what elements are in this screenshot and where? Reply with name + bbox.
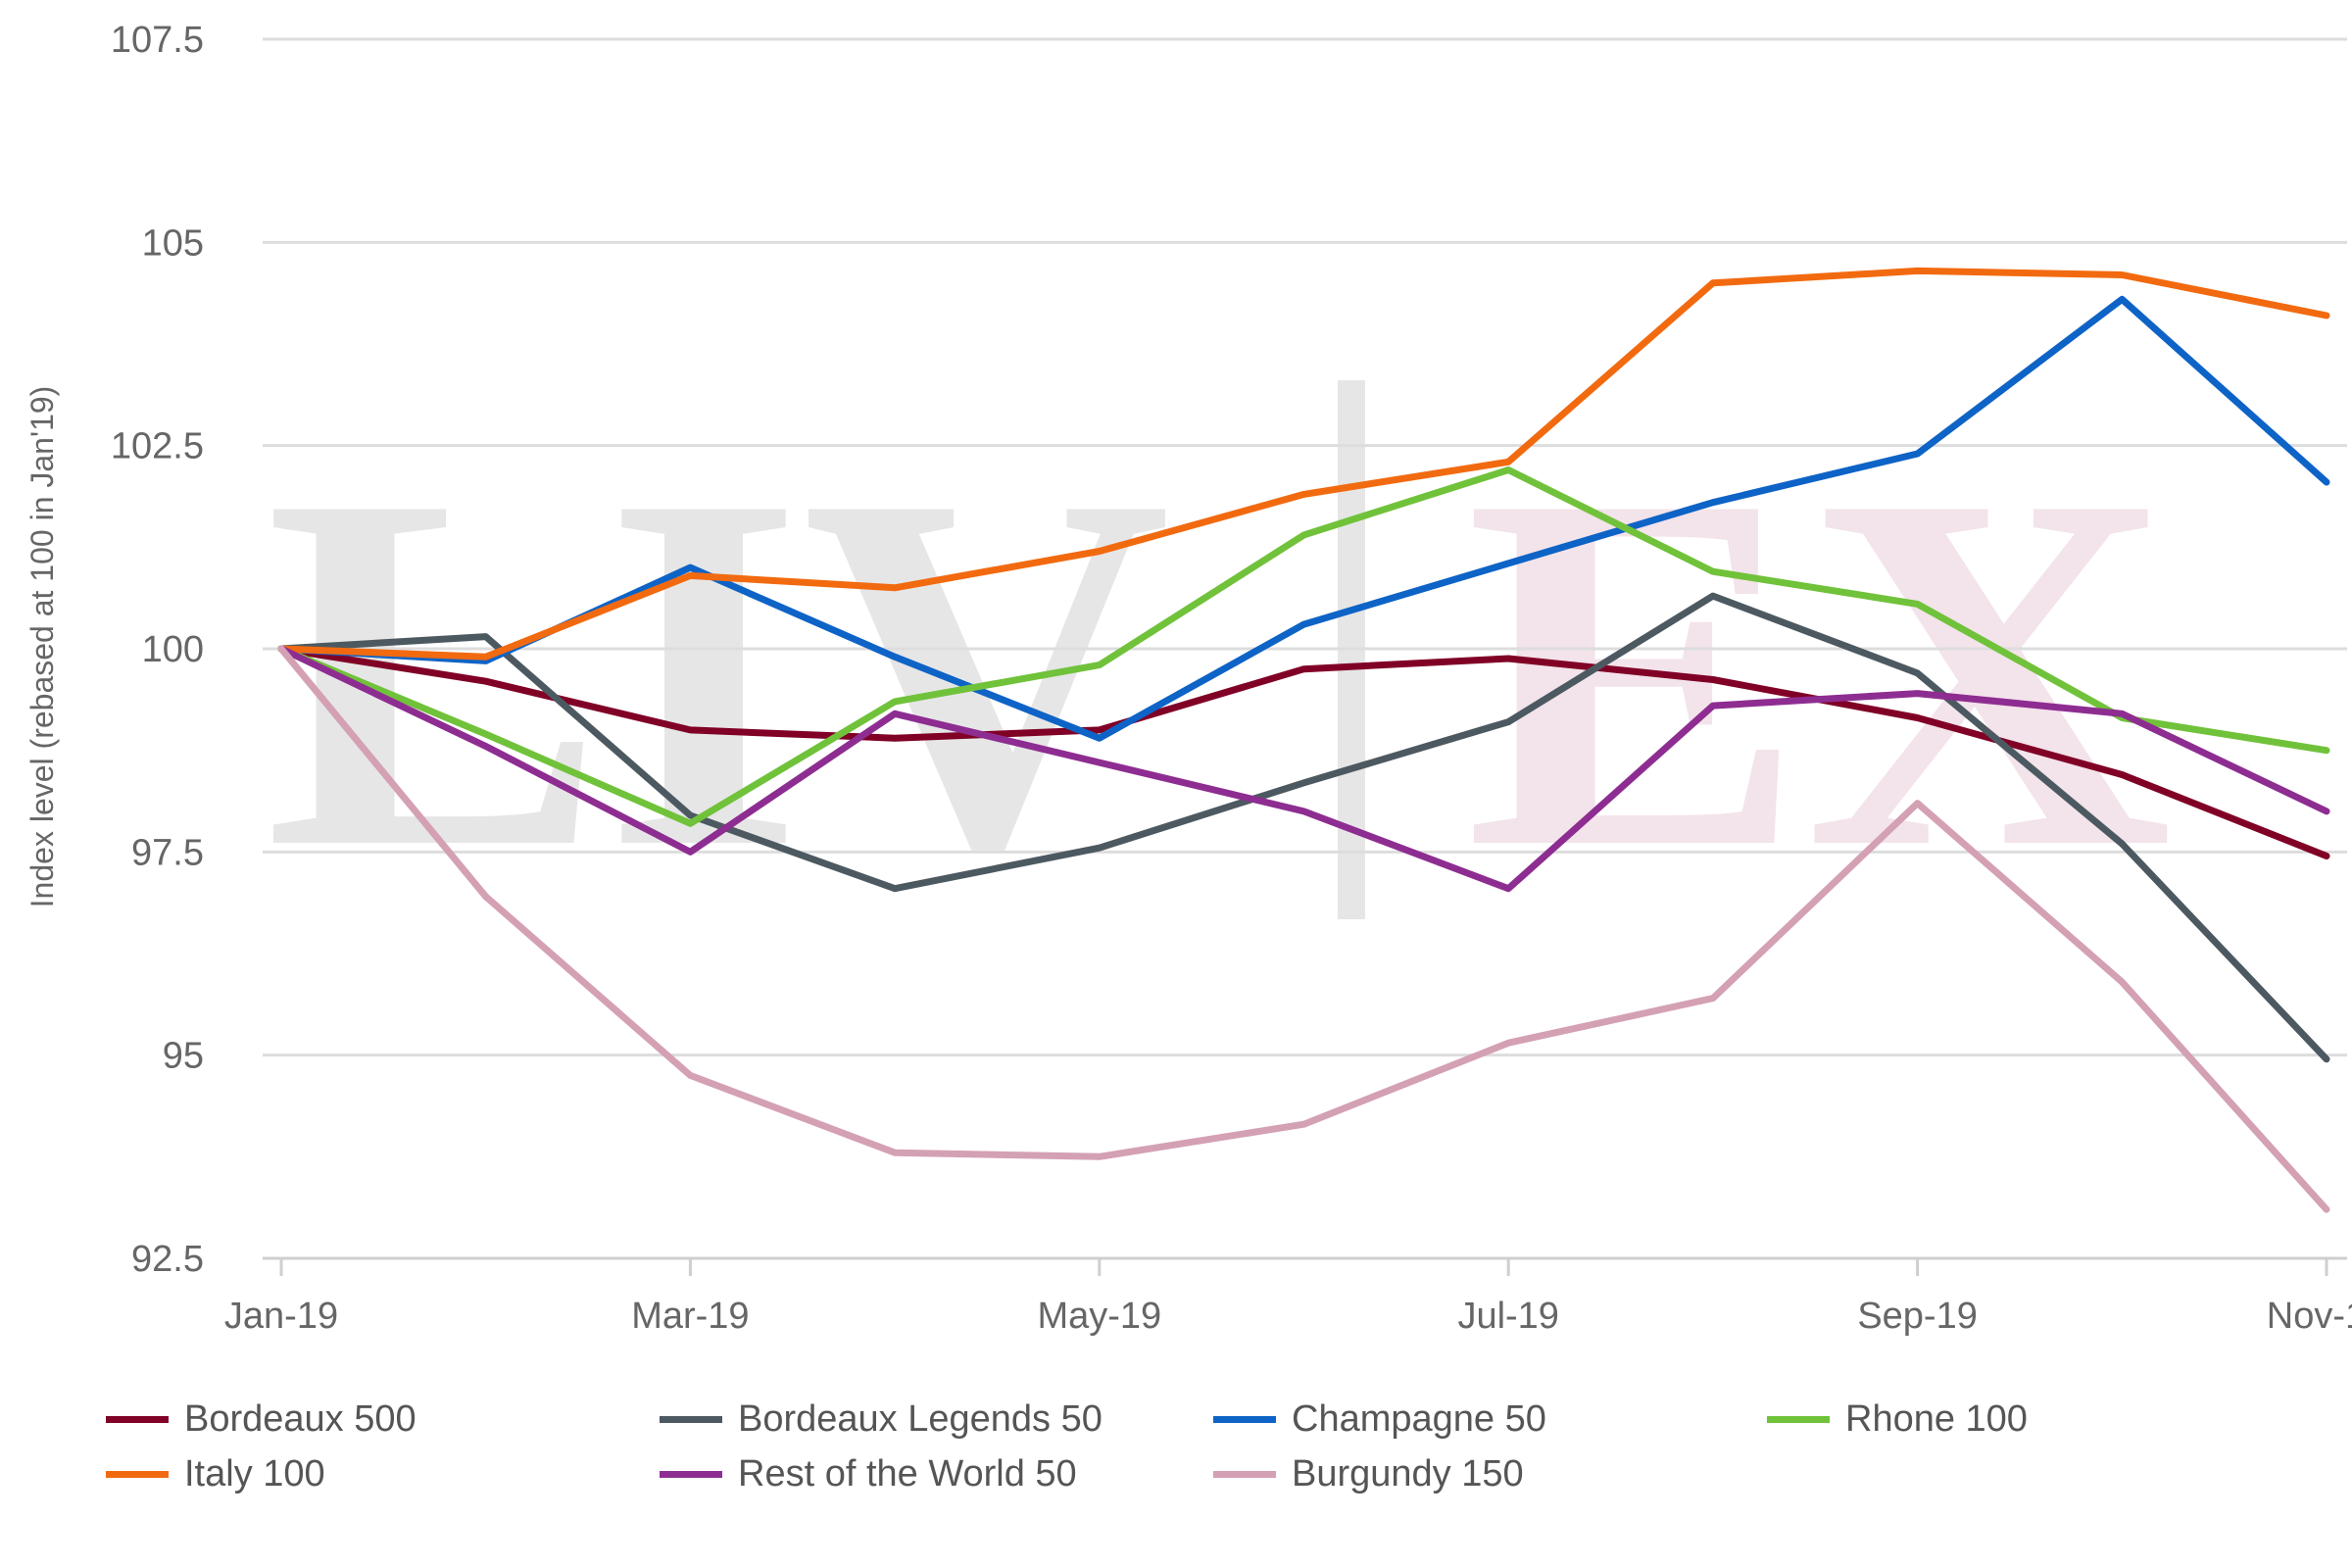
x-tick-label: Jul-19 [1457,1296,1559,1337]
legend-item: Rhone 100 [1767,1392,2028,1446]
legend-item: Bordeaux Legends 50 [660,1392,1102,1446]
series-lines [277,267,2330,1213]
legend-label: Champagne 50 [1292,1397,1546,1440]
series-line-rest-of-the-world-50 [277,645,2330,893]
series-line-italy-100 [277,267,2330,661]
legend-item: Bordeaux 500 [106,1392,416,1446]
x-tick-label: Mar-19 [631,1296,749,1337]
series-line-rhone-100 [277,466,2330,827]
legend-swatch [660,1415,722,1423]
svg-text:LIV: LIV [265,390,1171,954]
legend-item: Italy 100 [106,1446,325,1501]
watermark-logo: LIV EX [265,380,2173,954]
legend-label: Bordeaux 500 [184,1397,416,1440]
x-tick-label: Sep-19 [1857,1296,1978,1337]
legend-label: Rhone 100 [1845,1397,2028,1440]
y-tick-label: 95 [163,1036,204,1077]
legend-label: Burgundy 150 [1292,1452,1524,1494]
x-tick-label: Nov-19 [2267,1296,2352,1337]
legend-item: Champagne 50 [1213,1392,1546,1446]
legend-swatch [106,1415,169,1423]
legend-swatch [1213,1470,1276,1478]
legend-swatch [660,1470,722,1478]
gridlines [263,37,2347,1260]
y-tick-label: 100 [142,629,204,670]
y-tick-label: 105 [142,222,204,264]
series-line-champagne-50 [277,295,2330,742]
series-line-bordeaux-500 [277,645,2330,859]
legend-label: Bordeaux Legends 50 [738,1397,1102,1440]
y-tick-label: 92.5 [131,1239,204,1280]
y-tick-label: 97.5 [131,832,204,873]
legend-swatch [1213,1415,1276,1423]
x-axis: Jan-19 Mar-19 May-19 Jul-19 Sep-19 Nov-19 [224,1258,2352,1337]
legend-label: Italy 100 [184,1452,325,1494]
y-axis-label: Index level (rebased at 100 in Jan'19) [24,386,60,908]
y-tick-label: 107.5 [111,20,204,61]
legend-item: Burgundy 150 [1213,1446,1524,1501]
legend-label: Rest of the World 50 [738,1452,1077,1494]
series-line-bordeaux-legends-50 [277,592,2330,1063]
y-tick-label: 102.5 [111,426,204,467]
legend-swatch [1767,1415,1830,1423]
legend-swatch [106,1470,169,1478]
svg-text:EX: EX [1465,390,2173,954]
x-tick-label: May-19 [1037,1296,1161,1337]
legend-item: Rest of the World 50 [660,1446,1077,1501]
x-tick-label: Jan-19 [224,1296,338,1337]
y-axis-ticks: 92.5 95 97.5 100 102.5 105 107.5 [111,20,204,1280]
series-line-burgundy-150 [277,645,2330,1213]
